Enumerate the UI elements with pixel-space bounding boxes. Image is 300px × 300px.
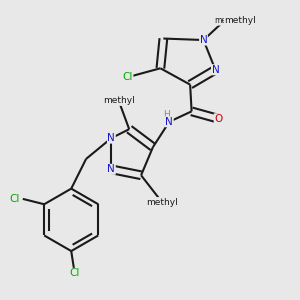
- Text: O: O: [214, 114, 223, 124]
- Text: methyl: methyl: [224, 16, 256, 25]
- Text: methyl: methyl: [214, 16, 241, 25]
- Text: H: H: [163, 110, 170, 119]
- Text: N: N: [107, 164, 115, 174]
- Text: methyl: methyl: [103, 97, 135, 106]
- Text: N: N: [200, 35, 207, 45]
- Text: N: N: [107, 133, 115, 143]
- Text: methyl: methyl: [146, 197, 178, 206]
- Text: Cl: Cl: [122, 72, 133, 82]
- Text: N: N: [212, 65, 219, 75]
- Text: N: N: [165, 117, 173, 127]
- Text: Cl: Cl: [69, 268, 80, 278]
- Text: Cl: Cl: [10, 194, 20, 204]
